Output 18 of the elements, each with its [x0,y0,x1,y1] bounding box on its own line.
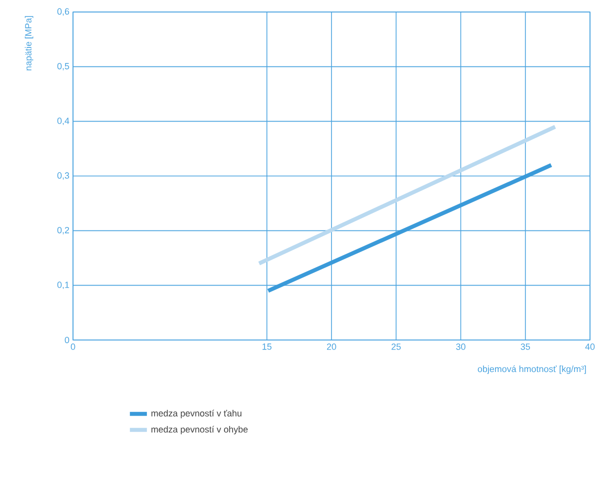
legend-label: medza pevností v ťahu [151,410,242,418]
x-tick-label: 20 [326,344,336,350]
x-tick-label: 25 [392,344,401,350]
y-tick-label: 0 [64,336,70,344]
y-tick-label: 0,2 [57,226,70,234]
y-tick-label: 0,5 [57,62,70,70]
legend-label: medza pevností v ohybe [151,426,248,434]
x-tick-label: 0 [70,344,76,350]
x-tick-label: 40 [585,344,595,350]
y-tick-label: 0,1 [57,282,70,290]
y-tick-label: 0,4 [57,118,70,126]
x-tick-label: 35 [520,344,530,350]
x-axis-title: objemová hmotnosť [kg/m³] [478,365,586,374]
y-tick-label: 0,6 [57,8,70,16]
x-tick-label: 15 [262,344,272,350]
y-tick-label: 0,3 [57,172,70,180]
x-tick-label: 30 [456,344,466,350]
y-axis-title: napätie [MPa] [24,16,34,70]
